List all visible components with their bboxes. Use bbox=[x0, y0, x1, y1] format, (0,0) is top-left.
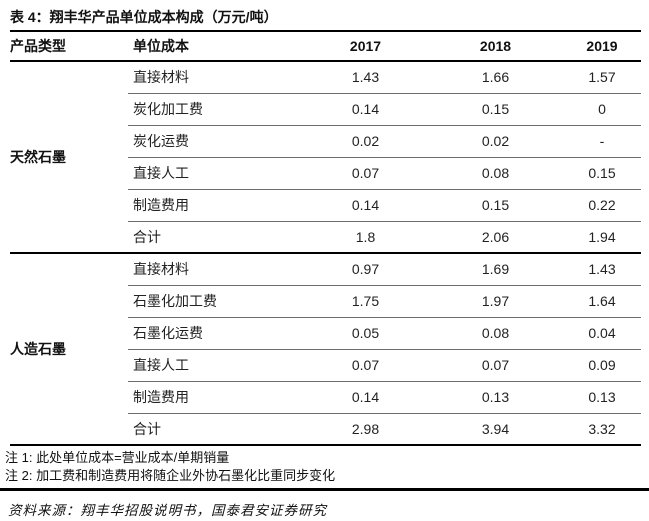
cell-value: 1.97 bbox=[428, 285, 563, 318]
cell-value: 1.43 bbox=[563, 253, 641, 286]
cell-value: 0.14 bbox=[303, 381, 428, 414]
cell-value: 0.08 bbox=[428, 157, 563, 190]
cell-value: 0.07 bbox=[303, 349, 428, 382]
cell-value: 0.15 bbox=[428, 189, 563, 222]
row-label: 石墨化运费 bbox=[128, 317, 303, 350]
cell-value: 0.05 bbox=[303, 317, 428, 350]
row-label: 合计 bbox=[128, 221, 303, 254]
cell-value: 0.02 bbox=[428, 125, 563, 158]
cell-value: 0.09 bbox=[563, 349, 641, 382]
cell-value: 2.06 bbox=[428, 221, 563, 254]
cell-value: 1.66 bbox=[428, 61, 563, 94]
col-header-unit-cost: 单位成本 bbox=[128, 30, 303, 62]
table-row: 人造石墨 直接材料 0.97 1.69 1.43 bbox=[10, 253, 641, 446]
group-cell-natural-graphite: 天然石墨 bbox=[10, 61, 128, 254]
note-1: 注 1: 此处单位成本=营业成本/单期销量 bbox=[5, 450, 230, 465]
cell-value: 0.97 bbox=[303, 253, 428, 286]
source-line: 资料来源：翔丰华招股说明书，国泰君安证券研究 bbox=[8, 503, 327, 519]
table-row: 合计 2.98 3.94 3.32 bbox=[10, 413, 641, 446]
row-label: 制造费用 bbox=[128, 189, 303, 222]
table-row: 直接人工 0.07 0.07 0.09 bbox=[10, 349, 641, 382]
cell-value: 1.43 bbox=[303, 61, 428, 94]
cell-value: 0.14 bbox=[303, 93, 428, 126]
row-label: 直接人工 bbox=[128, 349, 303, 382]
col-header-2019: 2019 bbox=[563, 30, 641, 62]
col-header-2017: 2017 bbox=[303, 30, 428, 62]
cell-value: 1.69 bbox=[428, 253, 563, 286]
row-label: 直接材料 bbox=[128, 253, 303, 286]
table-row: 合计 1.8 2.06 1.94 bbox=[10, 221, 641, 254]
cell-value: 0.07 bbox=[303, 157, 428, 190]
row-label: 炭化运费 bbox=[128, 125, 303, 158]
cell-value: 0.07 bbox=[428, 349, 563, 382]
row-label: 制造费用 bbox=[128, 381, 303, 414]
row-label: 合计 bbox=[128, 413, 303, 446]
table-row: 石墨化运费 0.05 0.08 0.04 bbox=[10, 317, 641, 350]
table-row: 天然石墨 直接材料 1.43 1.66 1.57 bbox=[10, 61, 641, 254]
table-notes: 注 1: 此处单位成本=营业成本/单期销量 注 2: 加工费和制造费用将随企业外… bbox=[0, 446, 649, 491]
cell-value: 0 bbox=[563, 93, 641, 126]
cell-value: 0.14 bbox=[303, 189, 428, 222]
cell-value: 0.08 bbox=[428, 317, 563, 350]
cell-value: 2.98 bbox=[303, 413, 428, 446]
table-row: 石墨化加工费 1.75 1.97 1.64 bbox=[10, 285, 641, 318]
cell-value: 0.22 bbox=[563, 189, 641, 222]
group-cell-artificial-graphite: 人造石墨 bbox=[10, 253, 128, 446]
cell-value: 0.13 bbox=[428, 381, 563, 414]
cell-value: 1.94 bbox=[563, 221, 641, 254]
unit-cost-table: 产品类型 单位成本 2017 2018 2019 天然石墨 直接材料 1.43 … bbox=[10, 30, 641, 446]
table-row: 直接人工 0.07 0.08 0.15 bbox=[10, 157, 641, 190]
table-row: 炭化运费 0.02 0.02 - bbox=[10, 125, 641, 158]
row-label: 直接材料 bbox=[128, 61, 303, 94]
cell-value: 0.04 bbox=[563, 317, 641, 350]
table-row: 制造费用 0.14 0.15 0.22 bbox=[10, 189, 641, 222]
cell-value: 0.02 bbox=[303, 125, 428, 158]
cell-value: 1.64 bbox=[563, 285, 641, 318]
cell-value: 3.32 bbox=[563, 413, 641, 446]
table-row: 制造费用 0.14 0.13 0.13 bbox=[10, 381, 641, 414]
cell-value: - bbox=[563, 125, 641, 158]
table-row: 炭化加工费 0.14 0.15 0 bbox=[10, 93, 641, 126]
cell-value: 1.75 bbox=[303, 285, 428, 318]
row-label: 炭化加工费 bbox=[128, 93, 303, 126]
col-header-product-type: 产品类型 bbox=[10, 30, 128, 62]
cell-value: 0.13 bbox=[563, 381, 641, 414]
col-header-2018: 2018 bbox=[428, 30, 563, 62]
cell-value: 1.57 bbox=[563, 61, 641, 94]
row-label: 直接人工 bbox=[128, 157, 303, 190]
cell-value: 3.94 bbox=[428, 413, 563, 446]
cell-value: 0.15 bbox=[428, 93, 563, 126]
note-2: 注 2: 加工费和制造费用将随企业外协石墨化比重同步变化 bbox=[5, 468, 336, 483]
table-header-row: 产品类型 单位成本 2017 2018 2019 bbox=[10, 30, 641, 62]
row-label: 石墨化加工费 bbox=[128, 285, 303, 318]
cell-value: 1.8 bbox=[303, 221, 428, 254]
cell-value: 0.15 bbox=[563, 157, 641, 190]
page-title: 表 4：翔丰华产品单位成本构成（万元/吨） bbox=[10, 9, 278, 25]
